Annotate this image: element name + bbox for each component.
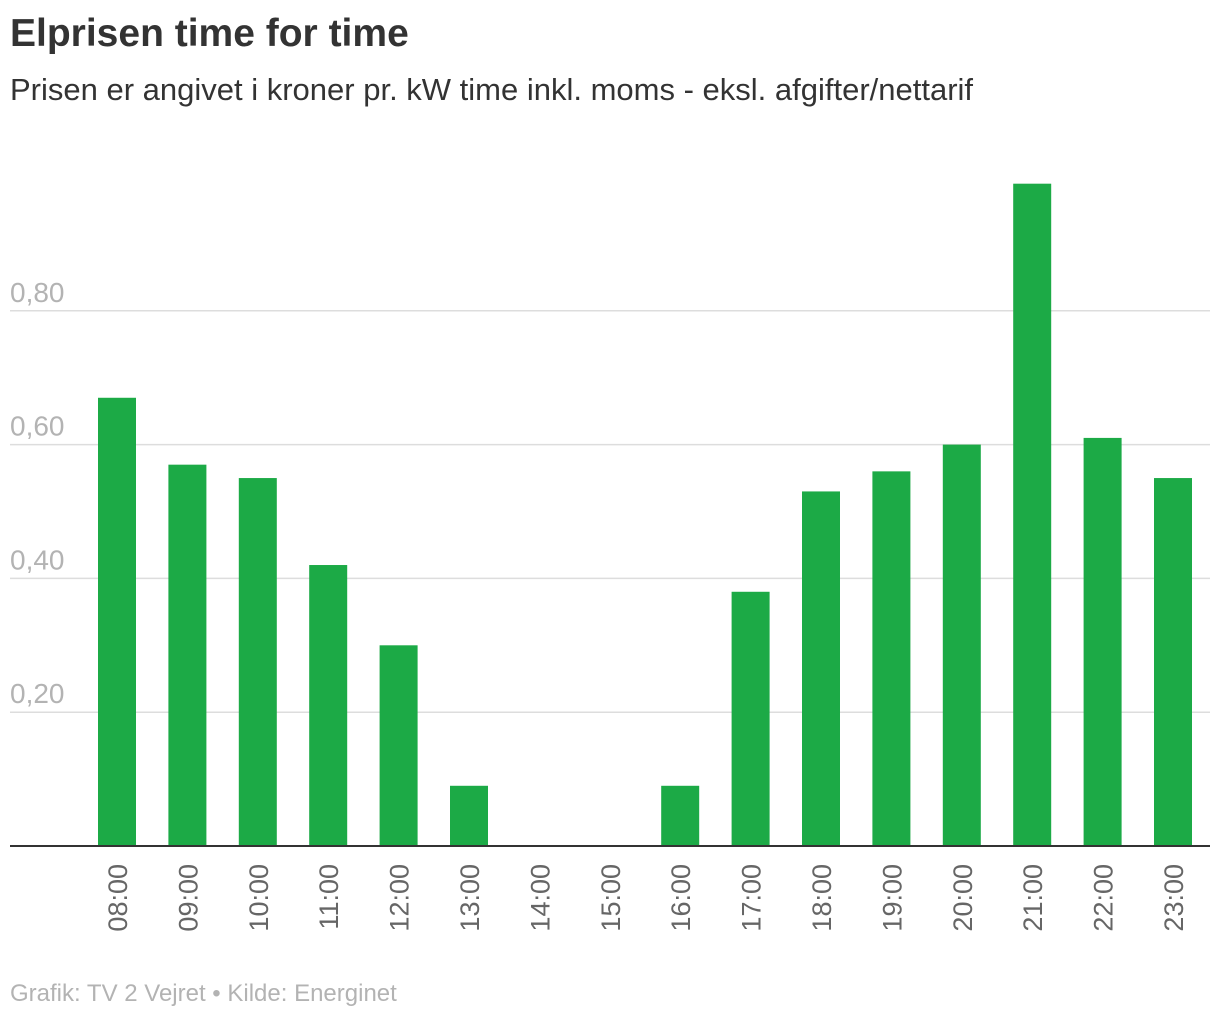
y-tick-label: 0,40 (10, 544, 65, 575)
x-category-label: 12:00 (385, 864, 415, 932)
bar-0900 (168, 464, 207, 846)
x-category-label: 08:00 (103, 864, 133, 932)
x-category-label: 16:00 (666, 864, 696, 932)
bar-1900 (872, 471, 911, 846)
bars (98, 183, 1192, 846)
y-tick-label: 0,80 (10, 277, 65, 308)
bar-1300 (450, 785, 488, 846)
x-category-label: 13:00 (455, 864, 485, 932)
x-axis-category-labels: 08:00 09:00 10:00 11:00 12:00 13:00 14:00 15:00… (103, 864, 1189, 932)
x-category-label: 10:00 (244, 864, 274, 932)
bar-1100 (309, 565, 348, 846)
x-category-label: 14:00 (525, 864, 555, 932)
x-category-label: 19:00 (877, 864, 907, 932)
bar-2000 (942, 444, 981, 846)
y-axis-tick-labels: 0,20 0,40 0,60 0,80 (10, 277, 65, 709)
bar-2200 (1083, 437, 1122, 846)
bar-1700 (731, 591, 770, 846)
x-category-label: 15:00 (596, 864, 626, 932)
x-category-label: 09:00 (173, 864, 203, 932)
x-category-label: 22:00 (1089, 864, 1119, 932)
chart-title: Elprisen time for time (10, 12, 409, 55)
y-tick-label: 0,60 (10, 411, 65, 442)
bar-1800 (802, 491, 840, 846)
source-credit: Grafik: TV 2 Vejret • Kilde: Energinet (10, 980, 397, 1007)
bar-2300 (1154, 478, 1192, 846)
x-category-label: 18:00 (807, 864, 837, 932)
bar-2100 (1013, 183, 1052, 846)
gridlines (10, 310, 1210, 713)
bar-1600 (661, 785, 700, 846)
chart-subtitle: Prisen er angivet i kroner pr. kW time i… (10, 72, 974, 107)
x-category-label: 20:00 (948, 864, 978, 932)
y-tick-label: 0,20 (10, 678, 65, 709)
bar-0800 (98, 397, 136, 846)
bar-1000 (238, 478, 277, 846)
x-category-label: 11:00 (314, 864, 344, 930)
x-category-label: 23:00 (1159, 864, 1189, 932)
x-category-label: 17:00 (737, 864, 767, 932)
x-category-label: 21:00 (1018, 864, 1048, 932)
bar-1200 (379, 645, 418, 846)
